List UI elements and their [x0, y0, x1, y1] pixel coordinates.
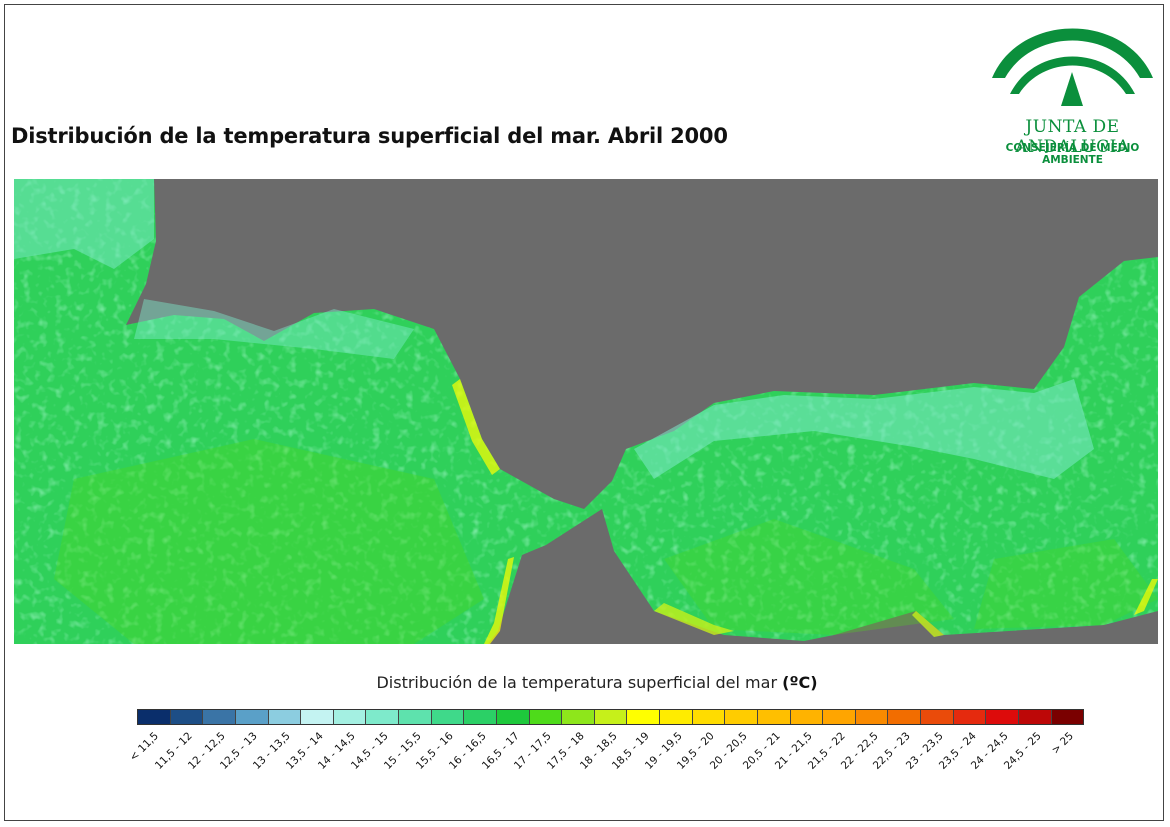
color-legend	[137, 709, 1084, 725]
legend-swatch	[823, 710, 856, 724]
legend-swatch	[529, 710, 563, 724]
legend-swatch	[138, 710, 171, 724]
legend-swatch	[496, 710, 530, 724]
legend-swatch	[464, 710, 497, 724]
legend-swatch	[888, 710, 921, 724]
sea-temperature-map	[14, 179, 1158, 644]
legend-swatch	[660, 710, 693, 724]
logo-emblem-icon	[992, 28, 1153, 106]
legend-swatch	[268, 710, 302, 724]
legend-unit: (ºC)	[782, 673, 818, 692]
legend-swatch	[1051, 710, 1084, 724]
legend-swatch	[921, 710, 954, 724]
legend-title: Distribución de la temperatura superfici…	[0, 673, 1170, 692]
legend-swatch	[627, 710, 660, 724]
legend-swatch	[431, 710, 465, 724]
legend-swatch	[399, 710, 432, 724]
legend-swatch	[855, 710, 889, 724]
legend-swatch	[1018, 710, 1052, 724]
legend-swatch	[562, 710, 595, 724]
legend-swatch	[953, 710, 987, 724]
legend-swatch	[757, 710, 791, 724]
legend-swatch	[692, 710, 726, 724]
legend-swatch	[333, 710, 367, 724]
legend-swatch	[203, 710, 236, 724]
legend-swatch	[366, 710, 399, 724]
junta-andalucia-logo: JUNTA DE ANDALUCIA CONSEJERÍA DE MEDIO A…	[980, 14, 1165, 166]
legend-swatch	[790, 710, 824, 724]
legend-swatch	[170, 710, 204, 724]
legend-swatch	[986, 710, 1019, 724]
legend-class-label: > 25	[1049, 730, 1076, 757]
legend-swatch	[725, 710, 758, 724]
legend-swatch	[594, 710, 628, 724]
legend-swatch	[235, 710, 269, 724]
logo-name: JUNTA DE ANDALUCIA	[1015, 117, 1130, 157]
logo-subtitle: CONSEJERÍA DE MEDIO AMBIENTE	[1005, 142, 1140, 166]
sea-area	[14, 179, 1158, 644]
legend-labels: < 11,5 11,5 - 12 12 - 12,5 12,5 - 13 13 - 13…	[128, 730, 1084, 790]
legend-title-text: Distribución de la temperatura superfici…	[376, 673, 778, 692]
legend-swatch	[301, 710, 334, 724]
page-title: Distribución de la temperatura superfici…	[11, 124, 728, 148]
figure-frame	[4, 4, 1164, 821]
